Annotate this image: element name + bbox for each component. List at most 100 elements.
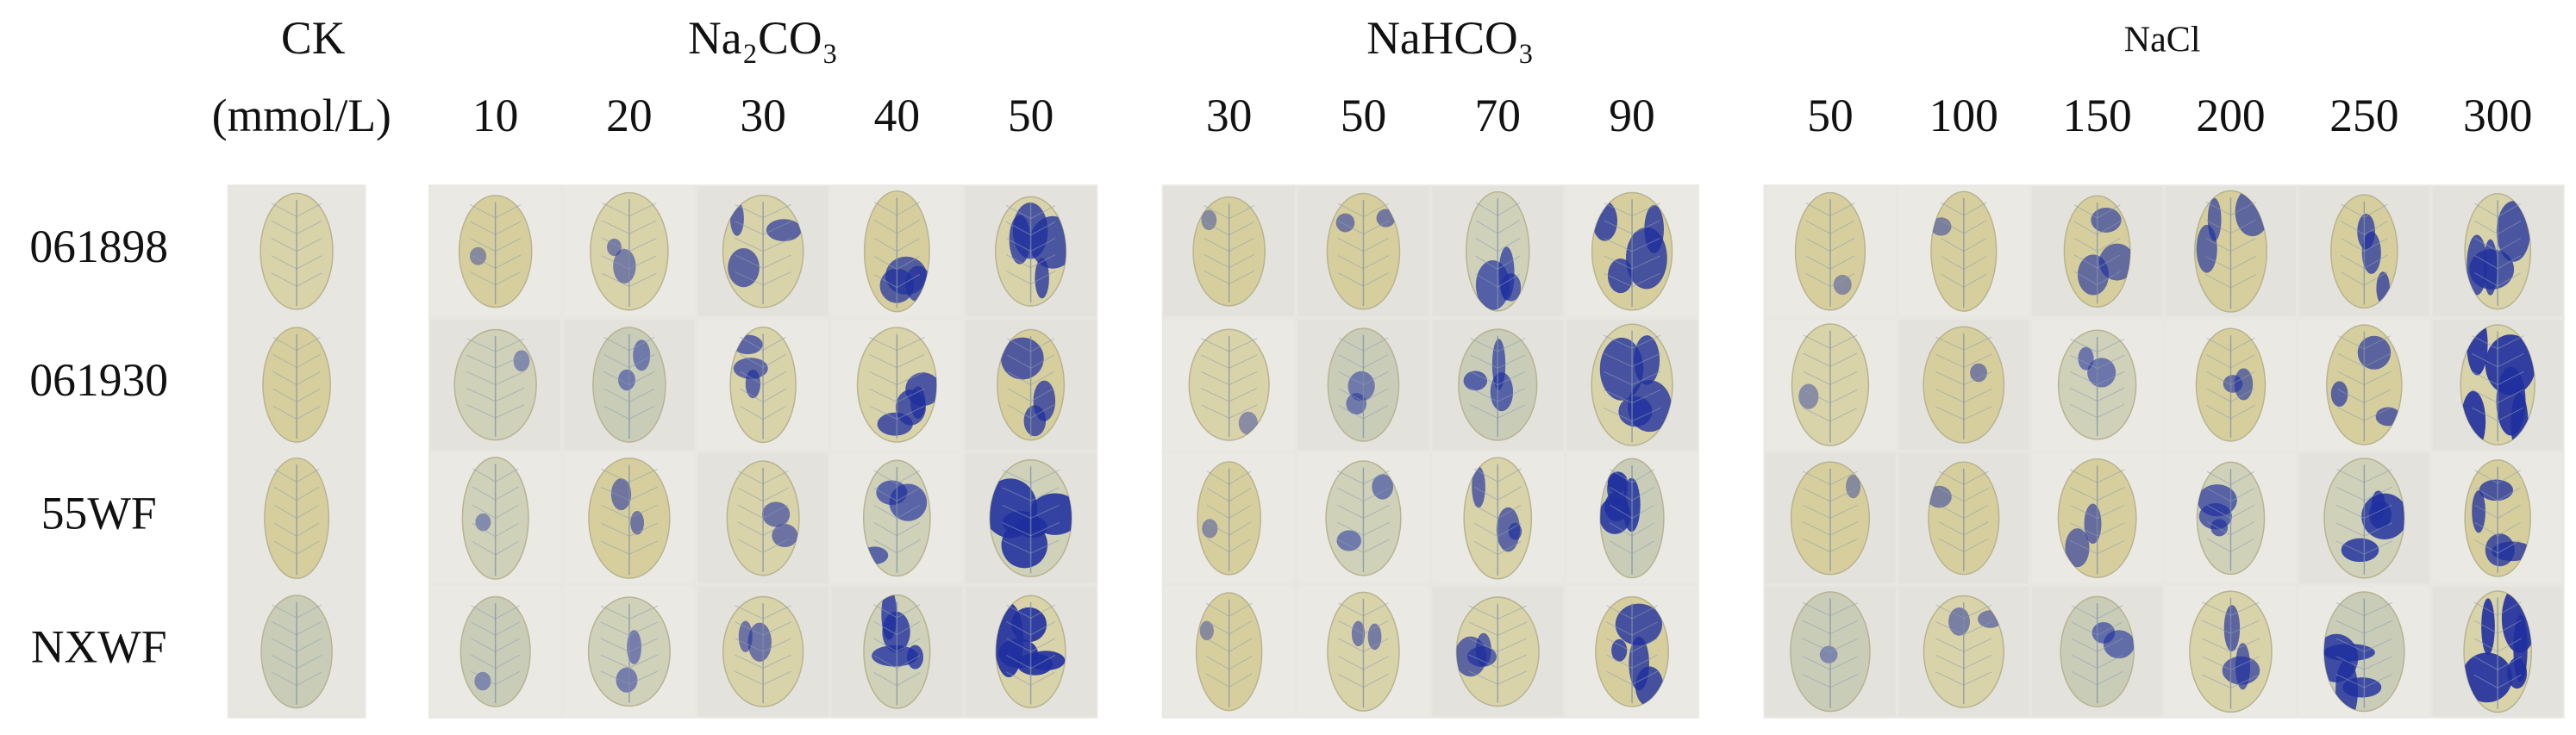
leaf-side-vein (1201, 404, 1258, 419)
row-label: NXWF (31, 621, 167, 673)
leaf-side-vein (272, 353, 321, 369)
leaf-side-vein (1002, 470, 1060, 484)
leaf (1599, 458, 1665, 579)
stain (607, 238, 622, 257)
leaf (1930, 190, 1998, 312)
leaf-side-vein (1204, 221, 1254, 236)
stain (990, 478, 1038, 539)
leaf (2063, 195, 2131, 308)
leaf (2323, 591, 2405, 713)
leaf (1595, 595, 1670, 707)
leaf-side-vein (470, 221, 522, 235)
leaf-side-vein (737, 504, 789, 519)
leaf-side-vein (1606, 654, 1658, 669)
leaf-side-vein (2341, 238, 2388, 252)
leaf-side-vein (2206, 470, 2255, 485)
leaf-side-vein (470, 204, 522, 219)
leaf (1327, 327, 1400, 442)
leaf (995, 595, 1066, 709)
leaf-side-vein (2205, 238, 2256, 252)
leaf-side-vein (873, 470, 921, 484)
leaf-side-vein (1935, 671, 1992, 686)
leaf-side-vein (1473, 468, 1522, 483)
leaf (1928, 461, 2000, 576)
stain (630, 510, 645, 535)
leaf-side-vein (1803, 408, 1858, 422)
leaf-side-vein (2069, 539, 2125, 555)
concentration-label: 250 (2329, 90, 2398, 141)
leaf-side-vein (2335, 601, 2393, 617)
leaf-side-vein (466, 388, 525, 402)
leaf-side-vein (2206, 405, 2255, 420)
leaf-side-vein (1338, 371, 1389, 385)
leaf-side-vein (1468, 621, 1527, 636)
leaf-side-vein (600, 540, 658, 555)
stain (513, 350, 530, 372)
leaf-side-vein (1338, 354, 1389, 369)
leaf (1465, 190, 1530, 312)
leaf-side-vein (2073, 271, 2121, 285)
leaf-side-vein (273, 486, 320, 501)
leaf-side-vein (1205, 620, 1253, 635)
leaf-side-vein (602, 255, 657, 270)
leaf-side-vein (873, 256, 920, 271)
leaf-side-vein (1935, 353, 1992, 368)
leaf-side-vein (272, 336, 321, 352)
leaf-side-vein (735, 254, 791, 269)
leaf-side-vein (271, 202, 322, 217)
leaf-side-vein (1007, 354, 1054, 369)
stain (1238, 411, 1258, 435)
stain (2091, 621, 2116, 644)
leaf-side-vein (2073, 254, 2121, 269)
leaf-side-vein (1604, 371, 1661, 386)
leaf-side-vein (737, 487, 789, 501)
leaf-side-vein (2071, 621, 2123, 636)
leaf-side-vein (1475, 255, 1521, 270)
stain (766, 219, 802, 241)
leaf-side-vein (1604, 237, 1660, 252)
leaf-side-vein (869, 371, 925, 386)
leaf-side-vein (602, 238, 657, 252)
leaf-side-vein (271, 272, 322, 287)
leaf-side-vein (1007, 371, 1054, 385)
leaf-side-vein (740, 388, 786, 403)
leaf-side-vein (1604, 352, 1661, 367)
leaf-side-vein (1802, 638, 1859, 652)
stain (474, 671, 491, 691)
leaf-side-vein (2471, 352, 2524, 368)
stain (2078, 346, 2094, 371)
leaf-side-vein (1604, 389, 1661, 404)
leaf-side-vein (2069, 387, 2125, 402)
leaf (1591, 323, 1673, 446)
leaf-side-vein (1473, 486, 1522, 501)
leaf-side-vein (600, 621, 659, 636)
leaf-side-vein (2206, 488, 2255, 502)
leaf (2057, 458, 2137, 578)
leaf-side-vein (1470, 404, 1526, 419)
leaf (453, 328, 537, 441)
stain (1607, 471, 1629, 494)
leaf-side-vein (1941, 202, 1987, 216)
leaf (1455, 596, 1540, 707)
leaf-side-vein (2071, 605, 2123, 620)
leaf-side-vein (1935, 638, 1992, 652)
leaf (592, 327, 666, 443)
leaf (1188, 328, 1270, 441)
leaf-side-vein (1007, 338, 1054, 352)
leaf-side-vein (873, 604, 921, 619)
group-label: Na₂CO₃ (688, 12, 838, 64)
leaf-side-vein (2474, 487, 2522, 501)
stain (1611, 638, 1628, 662)
leaf-side-vein (1005, 271, 1056, 285)
leaf-side-vein (1006, 621, 1056, 636)
stain (728, 248, 760, 288)
leaf (587, 596, 671, 707)
leaf-side-vein (2206, 538, 2255, 552)
leaf-side-vein (471, 638, 521, 652)
leaf-side-vein (2335, 656, 2393, 670)
leaf-side-vein (472, 541, 519, 556)
leaf-side-vein (1805, 238, 1855, 252)
leaf (259, 192, 334, 310)
leaf-side-vein (1938, 504, 1989, 519)
leaf (729, 326, 797, 444)
